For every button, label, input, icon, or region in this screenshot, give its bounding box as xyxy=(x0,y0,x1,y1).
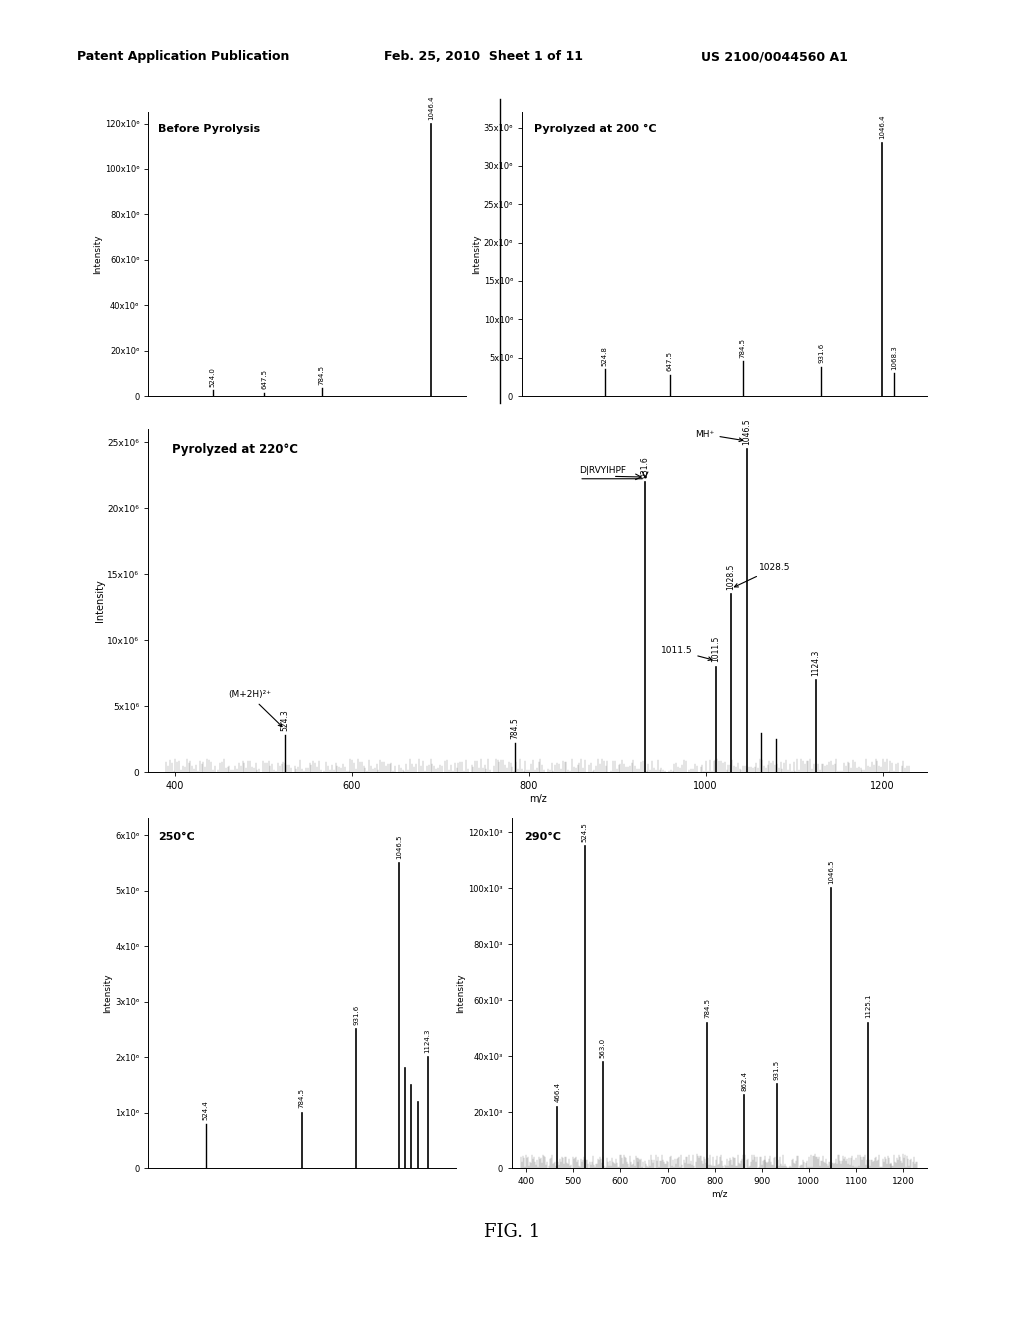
Text: 1046.5: 1046.5 xyxy=(742,418,752,445)
Text: 524.4: 524.4 xyxy=(203,1100,209,1119)
Text: MH⁺: MH⁺ xyxy=(695,429,742,442)
Text: 1046.4: 1046.4 xyxy=(428,95,434,120)
Text: 862.4: 862.4 xyxy=(741,1072,748,1092)
Text: 647.5: 647.5 xyxy=(667,351,673,371)
Text: 1046.5: 1046.5 xyxy=(827,859,834,884)
Text: D|RVYIHPF: D|RVYIHPF xyxy=(580,466,626,475)
Text: 784.5: 784.5 xyxy=(705,998,711,1019)
Text: 1125.1: 1125.1 xyxy=(865,994,870,1019)
Text: 784.5: 784.5 xyxy=(511,717,519,739)
Text: 1046.4: 1046.4 xyxy=(880,115,885,140)
Text: Pyrolyzed at 200 °C: Pyrolyzed at 200 °C xyxy=(535,124,657,133)
Text: 1124.3: 1124.3 xyxy=(811,649,820,676)
Text: 524.0: 524.0 xyxy=(210,367,216,387)
Y-axis label: Intensity: Intensity xyxy=(457,973,466,1014)
Text: (M+2H)²⁺: (M+2H)²⁺ xyxy=(228,690,282,726)
X-axis label: m/z: m/z xyxy=(711,1189,728,1199)
Text: 784.5: 784.5 xyxy=(299,1089,305,1109)
Text: 931.6: 931.6 xyxy=(818,343,824,363)
Text: 1124.3: 1124.3 xyxy=(425,1028,431,1053)
Y-axis label: Intensity: Intensity xyxy=(93,234,102,275)
Text: 1011.5: 1011.5 xyxy=(660,645,712,660)
Text: 250°C: 250°C xyxy=(158,833,195,842)
Text: US 2100/0044560 A1: US 2100/0044560 A1 xyxy=(701,50,848,63)
Text: 784.5: 784.5 xyxy=(318,364,325,384)
Y-axis label: Intensity: Intensity xyxy=(94,579,104,622)
Text: 784.5: 784.5 xyxy=(740,338,745,358)
Y-axis label: Intensity: Intensity xyxy=(472,234,481,275)
Text: 1028.5: 1028.5 xyxy=(726,564,735,590)
Text: Pyrolyzed at 220°C: Pyrolyzed at 220°C xyxy=(172,442,298,455)
Text: 931.6: 931.6 xyxy=(353,1005,359,1026)
Text: Before Pyrolysis: Before Pyrolysis xyxy=(158,124,260,133)
Text: FIG. 1: FIG. 1 xyxy=(484,1222,540,1241)
Text: 1011.5: 1011.5 xyxy=(712,636,720,663)
Text: 524.5: 524.5 xyxy=(582,822,588,842)
Text: 931.6: 931.6 xyxy=(641,455,649,478)
Text: Patent Application Publication: Patent Application Publication xyxy=(77,50,289,63)
Text: 290°C: 290°C xyxy=(524,833,561,842)
Y-axis label: Intensity: Intensity xyxy=(103,973,113,1014)
Text: 466.4: 466.4 xyxy=(554,1082,560,1102)
Text: 524.8: 524.8 xyxy=(602,346,607,366)
Text: 1046.5: 1046.5 xyxy=(396,834,401,858)
Text: 1028.5: 1028.5 xyxy=(734,564,791,587)
Text: 647.5: 647.5 xyxy=(261,370,267,389)
Text: Feb. 25, 2010  Sheet 1 of 11: Feb. 25, 2010 Sheet 1 of 11 xyxy=(384,50,583,63)
Text: 1068.3: 1068.3 xyxy=(891,345,897,370)
X-axis label: m/z: m/z xyxy=(528,795,547,804)
Text: 524.3: 524.3 xyxy=(281,709,290,731)
Text: 563.0: 563.0 xyxy=(600,1038,606,1057)
Text: 931.5: 931.5 xyxy=(773,1060,779,1080)
